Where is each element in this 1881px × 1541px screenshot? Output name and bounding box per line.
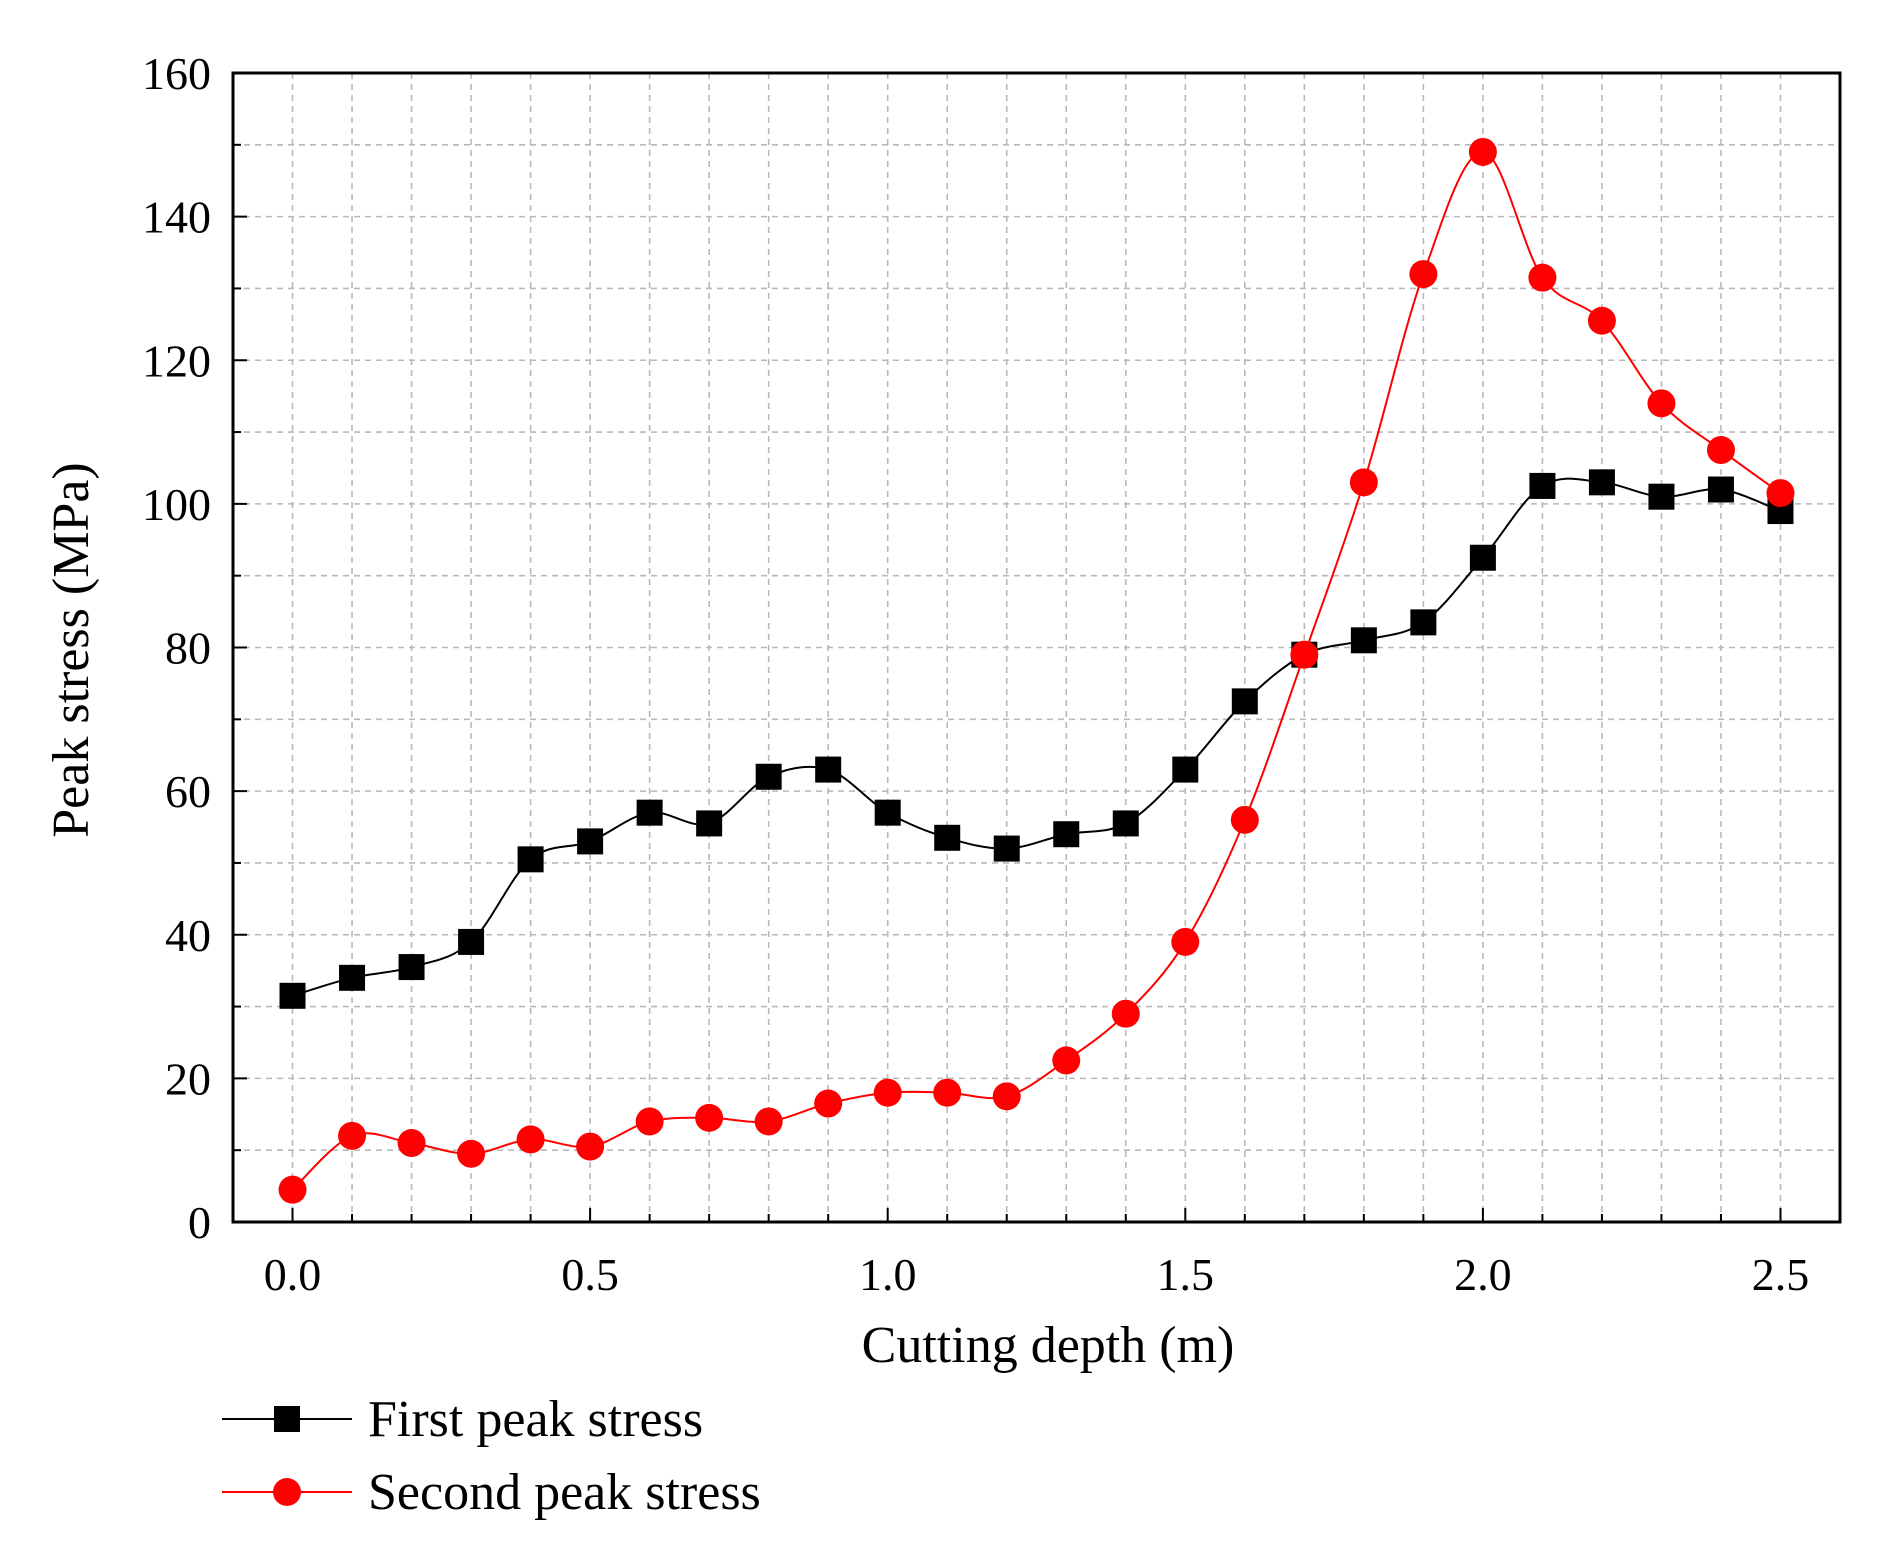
data-point-circle: [754, 1107, 783, 1136]
data-point-circle: [1468, 137, 1497, 166]
data-point-square: [636, 799, 663, 826]
data-point-square: [993, 835, 1020, 862]
data-point-circle: [1528, 263, 1557, 292]
series-line: [291, 150, 1782, 1191]
data-point-square: [696, 810, 723, 837]
data-point-circle: [1171, 927, 1200, 956]
y-tick-label: 0: [188, 1197, 211, 1248]
data-point-square: [1172, 756, 1199, 783]
x-tick-label: 0.5: [561, 1249, 619, 1300]
y-tick-label: 20: [165, 1053, 211, 1104]
data-point-circle: [576, 1132, 605, 1161]
data-point-square: [1350, 627, 1377, 654]
data-point-circle: [338, 1121, 367, 1150]
data-point-square: [577, 828, 604, 855]
data-point-square: [874, 799, 901, 826]
data-point-square: [1053, 821, 1080, 848]
series-second-peak-stress: [278, 137, 1795, 1204]
y-tick-label: 60: [165, 766, 211, 817]
data-point-circle: [933, 1078, 962, 1107]
data-point-circle: [695, 1103, 724, 1132]
data-point-circle: [1111, 999, 1140, 1028]
data-point-square: [1588, 469, 1615, 496]
data-point-square: [934, 824, 961, 851]
y-tick-label: 120: [142, 335, 211, 386]
y-tick-label: 80: [165, 623, 211, 674]
data-point-square: [398, 954, 425, 981]
x-axis-title: Cutting depth (m): [862, 1317, 1235, 1374]
data-point-square: [755, 763, 782, 790]
y-tick-label: 100: [142, 479, 211, 530]
legend-marker-circle: [273, 1478, 301, 1506]
data-point-square: [517, 846, 544, 873]
data-point-square: [1648, 483, 1675, 510]
data-point-circle: [516, 1125, 545, 1154]
data-point-square: [815, 756, 842, 783]
data-point-square: [458, 928, 485, 955]
legend-marker-square: [274, 1406, 300, 1432]
legend-item-second: Second peak stress: [222, 1464, 761, 1521]
y-tick-label: 160: [142, 48, 211, 99]
tick-labels: 0.0 0.5 1.0 1.5 2.0 2.5 0 20 40 60 80 100 120 140 160: [142, 48, 1809, 1300]
data-point-square: [1231, 688, 1258, 715]
data-point-square: [339, 964, 366, 991]
data-point-square: [1529, 472, 1556, 499]
data-point-circle: [1766, 479, 1795, 508]
data-point-square: [279, 982, 306, 1009]
data-point-square: [1410, 609, 1437, 636]
x-tick-label: 0.0: [264, 1249, 322, 1300]
data-point-square: [1469, 544, 1496, 571]
y-tick-label: 140: [142, 192, 211, 243]
data-point-circle: [1706, 436, 1735, 465]
data-point-circle: [1647, 389, 1676, 418]
axis-ticks: [233, 72, 1782, 1223]
data-point-circle: [1230, 805, 1259, 834]
legend: First peak stress Second peak stress: [222, 1391, 761, 1521]
y-axis-title: Peak stress (MPa): [43, 462, 100, 838]
legend-label-second: Second peak stress: [368, 1464, 761, 1521]
data-point-circle: [992, 1082, 1021, 1111]
x-tick-label: 1.5: [1157, 1249, 1215, 1300]
data-point-circle: [1290, 640, 1319, 669]
data-point-square: [1112, 810, 1139, 837]
data-point-circle: [1409, 260, 1438, 289]
x-tick-label: 1.0: [859, 1249, 917, 1300]
data-point-circle: [397, 1129, 426, 1158]
data-point-circle: [1349, 468, 1378, 497]
data-point-circle: [635, 1107, 664, 1136]
y-tick-label: 40: [165, 910, 211, 961]
legend-item-first: First peak stress: [222, 1391, 703, 1448]
data-point-circle: [457, 1139, 486, 1168]
series-layer: [278, 137, 1795, 1204]
x-tick-label: 2.5: [1752, 1249, 1810, 1300]
data-point-circle: [1052, 1046, 1081, 1075]
grid: [233, 73, 1840, 1222]
data-point-circle: [873, 1078, 902, 1107]
legend-label-first: First peak stress: [368, 1391, 703, 1448]
data-point-circle: [814, 1089, 843, 1118]
data-point-square: [1707, 476, 1734, 503]
data-point-circle: [1587, 306, 1616, 335]
data-point-circle: [278, 1175, 307, 1204]
x-tick-label: 2.0: [1454, 1249, 1512, 1300]
